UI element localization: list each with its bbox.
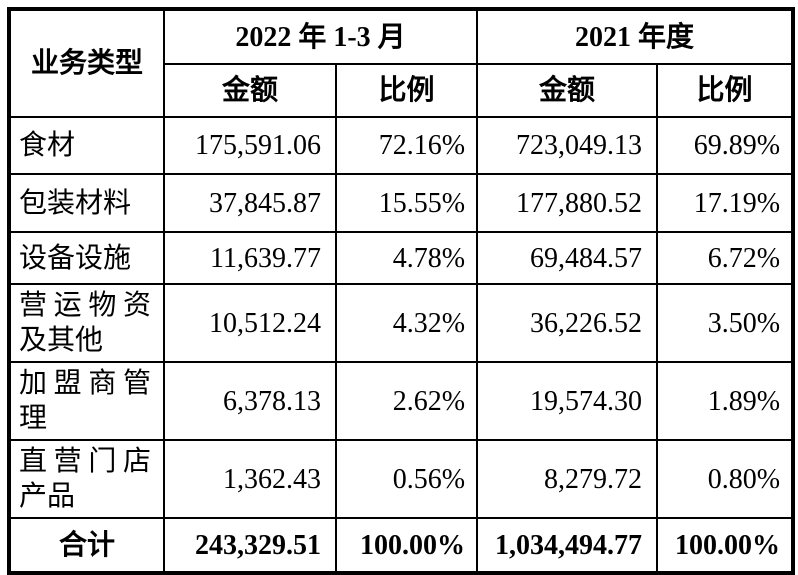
row-label: 设备设施	[8, 231, 165, 285]
ratio-2022-cell: 4.78%	[334, 231, 479, 285]
total-ratio-2022-cell: 100.00%	[334, 517, 479, 574]
table-row-direct-store-products: 直营门店产品 1,362.43 0.56% 8,279.72 0.80%	[8, 439, 795, 519]
ratio-2022-cell: 72.16%	[334, 116, 479, 175]
amount-2022-cell: 1,362.43	[163, 439, 337, 519]
total-ratio-2021-cell: 100.00%	[656, 517, 795, 574]
row-label: 加盟商管理	[8, 361, 165, 441]
amount-2022-cell: 6,378.13	[163, 361, 337, 441]
header-amount-2021: 金额	[476, 63, 659, 118]
table-row-franchisee-management: 加盟商管理 6,378.13 2.62% 19,574.30 1.89%	[8, 361, 795, 441]
amount-2022-cell: 175,591.06	[163, 116, 337, 175]
amount-2021-cell: 19,574.30	[476, 361, 659, 441]
amount-2021-cell: 69,484.57	[476, 231, 659, 285]
header-ratio-2021: 比例	[656, 63, 795, 118]
header-amount-2022: 金额	[163, 63, 337, 118]
ratio-2021-cell: 3.50%	[656, 283, 795, 363]
amount-2022-cell: 11,639.77	[163, 231, 337, 285]
table-row-total: 合计 243,329.51 100.00% 1,034,494.77 100.0…	[8, 517, 795, 574]
revenue-by-business-type-table: 业务类型 2022 年 1-3 月 2021 年度 金额 比例 金额 比例 食材…	[7, 7, 796, 575]
ratio-2021-cell: 6.72%	[656, 231, 795, 285]
total-label: 合计	[8, 517, 165, 574]
header-row-periods: 业务类型 2022 年 1-3 月 2021 年度	[8, 8, 795, 118]
ratio-2022-cell: 0.56%	[334, 439, 479, 519]
table-row-operating-supplies: 营运物资及其他 10,512.24 4.32% 36,226.52 3.50%	[8, 283, 795, 363]
document-page: 业务类型 2022 年 1-3 月 2021 年度 金额 比例 金额 比例 食材…	[7, 7, 796, 575]
total-amount-2022-cell: 243,329.51	[163, 517, 337, 574]
header-business-type: 业务类型	[8, 8, 165, 118]
ratio-2021-cell: 17.19%	[656, 173, 795, 233]
amount-2021-cell: 723,049.13	[476, 116, 659, 175]
amount-2021-cell: 8,279.72	[476, 439, 659, 519]
table-row-food: 食材 175,591.06 72.16% 723,049.13 69.89%	[8, 116, 795, 175]
ratio-2021-cell: 1.89%	[656, 361, 795, 441]
header-row-metrics: 金额 比例 金额 比例	[9, 63, 795, 118]
table-row-packaging: 包装材料 37,845.87 15.55% 177,880.52 17.19%	[8, 173, 795, 233]
header-period-2021: 2021 年度	[476, 8, 795, 65]
header-ratio-2022: 比例	[334, 63, 479, 118]
header-period-2022: 2022 年 1-3 月	[162, 8, 479, 65]
row-label: 包装材料	[8, 173, 165, 233]
table-row-equipment: 设备设施 11,639.77 4.78% 69,484.57 6.72%	[8, 231, 795, 285]
amount-2021-cell: 36,226.52	[476, 283, 659, 363]
total-amount-2021-cell: 1,034,494.77	[476, 517, 659, 574]
ratio-2021-cell: 69.89%	[656, 116, 795, 175]
row-label: 营运物资及其他	[8, 283, 165, 363]
ratio-2022-cell: 4.32%	[334, 283, 479, 363]
ratio-2022-cell: 2.62%	[334, 361, 479, 441]
amount-2022-cell: 10,512.24	[163, 283, 337, 363]
row-label: 食材	[8, 116, 165, 175]
ratio-2021-cell: 0.80%	[656, 439, 795, 519]
amount-2022-cell: 37,845.87	[163, 173, 337, 233]
ratio-2022-cell: 15.55%	[334, 173, 479, 233]
row-label: 直营门店产品	[8, 439, 165, 519]
amount-2021-cell: 177,880.52	[476, 173, 659, 233]
